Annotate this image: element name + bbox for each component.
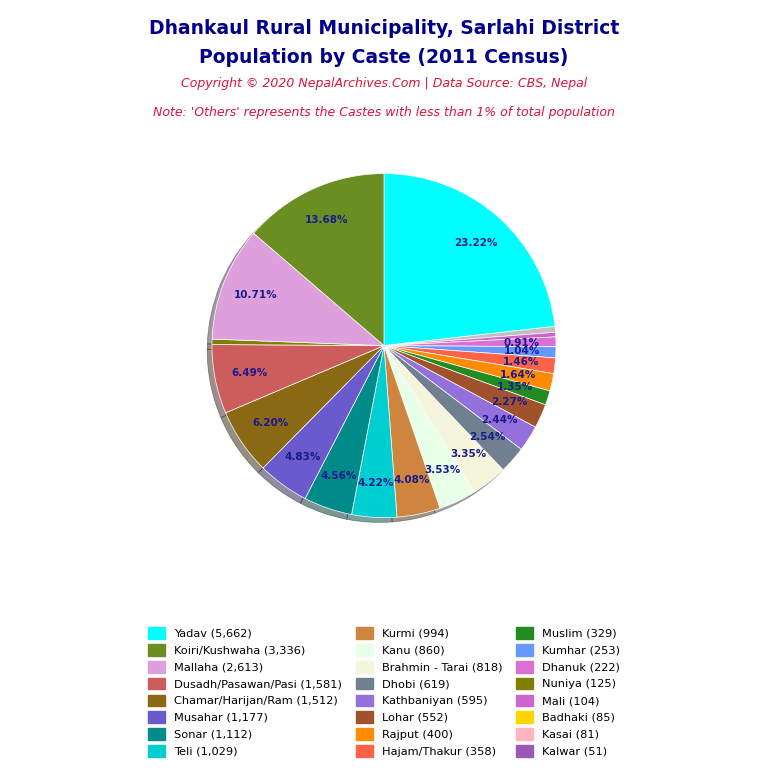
- Text: 2.27%: 2.27%: [492, 397, 528, 407]
- Text: 13.68%: 13.68%: [305, 216, 349, 226]
- Text: 4.83%: 4.83%: [285, 452, 321, 462]
- Text: 4.08%: 4.08%: [394, 475, 430, 485]
- Text: Copyright © 2020 NepalArchives.Com | Data Source: CBS, Nepal: Copyright © 2020 NepalArchives.Com | Dat…: [181, 77, 587, 90]
- Text: 1.64%: 1.64%: [500, 370, 537, 380]
- Wedge shape: [384, 326, 555, 346]
- Wedge shape: [384, 346, 545, 427]
- Text: 6.20%: 6.20%: [252, 418, 288, 428]
- Text: 4.22%: 4.22%: [358, 478, 394, 488]
- Text: 3.35%: 3.35%: [450, 449, 486, 459]
- Wedge shape: [212, 233, 384, 346]
- Wedge shape: [384, 346, 475, 508]
- Wedge shape: [212, 339, 384, 346]
- Wedge shape: [384, 346, 555, 374]
- Wedge shape: [384, 346, 550, 405]
- Text: 0.91%: 0.91%: [504, 338, 540, 348]
- Wedge shape: [384, 346, 556, 358]
- Wedge shape: [352, 346, 397, 518]
- Wedge shape: [212, 345, 384, 413]
- Text: Dhankaul Rural Municipality, Sarlahi District: Dhankaul Rural Municipality, Sarlahi Dis…: [149, 19, 619, 38]
- Wedge shape: [384, 346, 440, 517]
- Text: 3.53%: 3.53%: [425, 465, 461, 475]
- Wedge shape: [384, 333, 556, 346]
- Legend: Yadav (5,662), Koiri/Kushwaha (3,336), Mallaha (2,613), Dusadh/Pasawan/Pasi (1,5: Yadav (5,662), Koiri/Kushwaha (3,336), M…: [142, 621, 626, 763]
- Wedge shape: [384, 337, 556, 347]
- Text: Population by Caste (2011 Census): Population by Caste (2011 Census): [200, 48, 568, 67]
- Wedge shape: [384, 346, 554, 391]
- Text: 6.49%: 6.49%: [231, 368, 267, 378]
- Text: 1.46%: 1.46%: [502, 357, 539, 367]
- Wedge shape: [253, 174, 384, 346]
- Wedge shape: [384, 346, 535, 449]
- Text: 2.54%: 2.54%: [468, 432, 505, 442]
- Text: Note: 'Others' represents the Castes with less than 1% of total population: Note: 'Others' represents the Castes wit…: [153, 106, 615, 119]
- Wedge shape: [384, 174, 555, 346]
- Text: 2.44%: 2.44%: [482, 415, 518, 425]
- Text: 4.56%: 4.56%: [321, 471, 357, 481]
- Text: 10.71%: 10.71%: [234, 290, 278, 300]
- Text: 1.04%: 1.04%: [503, 346, 540, 356]
- Text: 1.35%: 1.35%: [497, 382, 533, 392]
- Wedge shape: [226, 346, 384, 468]
- Wedge shape: [384, 346, 503, 492]
- Wedge shape: [384, 346, 521, 470]
- Text: 23.22%: 23.22%: [454, 238, 498, 248]
- Wedge shape: [305, 346, 384, 515]
- Wedge shape: [263, 346, 384, 498]
